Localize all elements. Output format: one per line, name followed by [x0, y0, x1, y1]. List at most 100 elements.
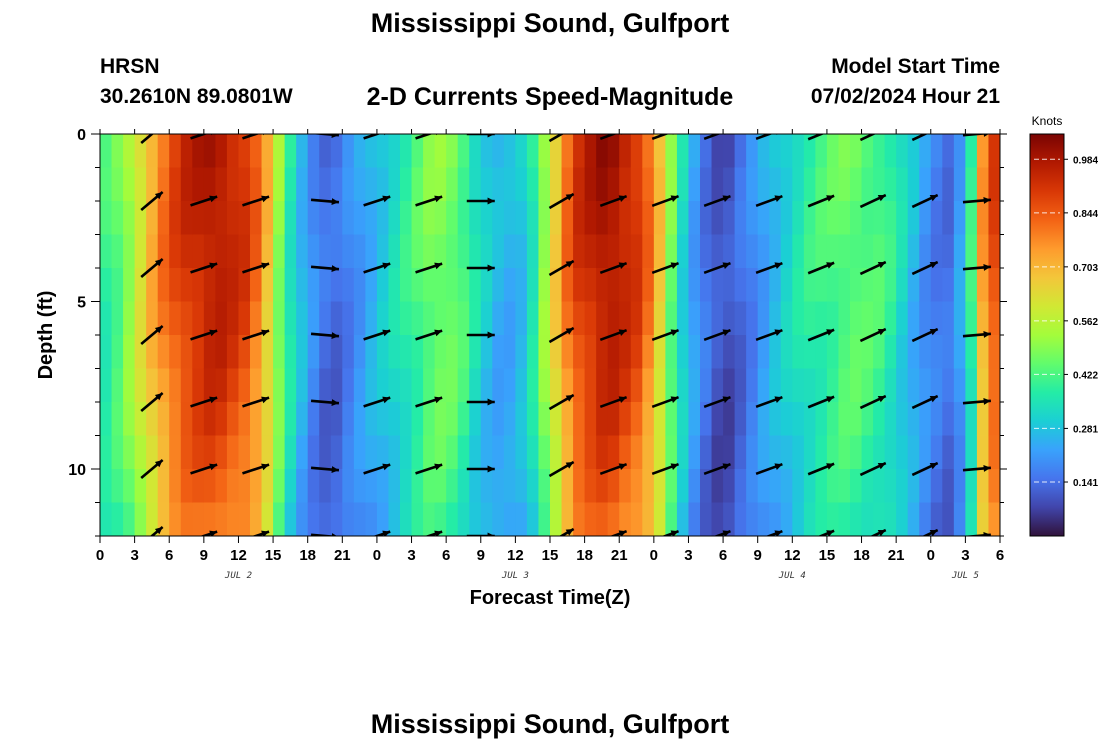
heatmap-cell	[353, 201, 366, 236]
heatmap-cell	[711, 502, 724, 536]
heatmap-cell	[526, 134, 540, 169]
vector-head	[487, 197, 495, 205]
heatmap-cell	[596, 402, 609, 437]
heatmap-cell	[573, 167, 586, 202]
heatmap-cell	[550, 368, 563, 403]
current-vector	[558, 527, 575, 536]
heatmap-cell	[838, 368, 851, 403]
colorbar-scale	[1029, 133, 1065, 537]
heatmap-cell	[688, 167, 701, 202]
heatmap-cell	[123, 167, 136, 202]
vector-head	[983, 330, 991, 338]
heatmap-layer	[100, 134, 1000, 536]
vector-head	[670, 530, 679, 536]
colorbar-tick-label: 0.703	[1073, 263, 1098, 274]
heatmap-cell	[584, 469, 597, 504]
heatmap-cell	[180, 368, 193, 403]
vector-head	[929, 529, 938, 536]
heatmap-cell	[353, 234, 366, 269]
colorbar-tick-label: 0.984	[1073, 155, 1098, 166]
heatmap-cell	[203, 268, 216, 303]
heatmap-cell	[619, 335, 632, 370]
heatmap-cell	[930, 134, 943, 169]
heatmap-cell	[111, 301, 124, 336]
current-vector	[140, 258, 164, 278]
heatmap-cell	[330, 469, 343, 504]
heatmap-cell	[826, 201, 840, 236]
heatmap-cell	[665, 368, 678, 403]
heatmap-cell	[792, 402, 805, 437]
current-vector	[190, 463, 218, 475]
heatmap-cell	[734, 167, 747, 202]
heatmap-cell	[723, 402, 736, 437]
heatmap-cell	[330, 234, 343, 269]
current-vector	[703, 328, 731, 342]
vector-head	[722, 329, 731, 336]
heatmap-cell	[803, 435, 816, 470]
heatmap-cell	[342, 469, 355, 504]
heatmap-cell	[388, 469, 401, 504]
heatmap-cell	[261, 335, 274, 370]
heatmap-cell	[746, 268, 759, 303]
heatmap-cell	[988, 234, 1000, 269]
heatmap-cell	[192, 502, 205, 536]
x-tick-label: 6	[996, 547, 1004, 564]
heatmap-cell	[526, 335, 540, 370]
heatmap-cell	[376, 368, 390, 403]
heatmap-cell	[446, 134, 459, 169]
current-vector	[599, 261, 628, 275]
heatmap-cell	[619, 134, 632, 169]
heatmap-cell	[873, 335, 886, 370]
current-vector	[755, 261, 783, 275]
current-vector	[548, 259, 575, 277]
heatmap-cell	[250, 435, 263, 470]
heatmap-cell	[861, 301, 874, 336]
heatmap-cell	[526, 368, 540, 403]
current-vector	[962, 330, 991, 338]
heatmap-cell	[976, 335, 990, 370]
heatmap-cell	[757, 167, 770, 202]
heatmap-cell	[330, 402, 343, 437]
heatmap-cell	[250, 402, 263, 437]
heatmap-cell	[492, 268, 505, 303]
heatmap-cell	[192, 268, 205, 303]
heatmap-cell	[446, 335, 459, 370]
heatmap-cell	[838, 201, 851, 236]
heatmap-cell	[342, 402, 355, 437]
heatmap-cell	[400, 502, 413, 536]
heatmap-cell	[284, 301, 297, 336]
heatmap-cell	[203, 502, 216, 536]
heatmap-cell	[861, 402, 874, 437]
vector-head	[722, 195, 731, 202]
heatmap-cell	[480, 469, 493, 504]
heatmap-cell	[734, 368, 747, 403]
heatmap-cell	[596, 301, 609, 336]
heatmap-cell	[965, 301, 978, 336]
heatmap-cell	[642, 469, 655, 504]
x-tick-label: 21	[611, 547, 628, 564]
heatmap-cell	[930, 469, 943, 504]
heatmap-cell	[469, 234, 482, 269]
heatmap-cell	[330, 368, 343, 403]
heatmap-cell	[873, 201, 886, 236]
heatmap-cell	[388, 134, 401, 169]
heatmap-cell	[388, 301, 401, 336]
heatmap-cell	[596, 234, 609, 269]
vector-head	[670, 329, 679, 336]
heatmap-cell	[446, 234, 459, 269]
heatmap-cell	[134, 301, 147, 336]
current-vector	[363, 463, 391, 475]
heatmap-cell	[711, 234, 724, 269]
heatmap-cell	[653, 502, 666, 536]
heatmap-cell	[919, 301, 932, 336]
heatmap-cell	[757, 301, 770, 336]
heatmap-cell	[169, 435, 182, 470]
heatmap-cell	[953, 268, 966, 303]
heatmap-cell	[584, 268, 597, 303]
heatmap-cell	[930, 502, 943, 536]
heatmap-cell	[365, 335, 378, 370]
vector-head	[983, 464, 991, 472]
heatmap-cell	[238, 301, 251, 336]
heatmap-cell	[919, 435, 932, 470]
heatmap-cell	[250, 201, 263, 236]
